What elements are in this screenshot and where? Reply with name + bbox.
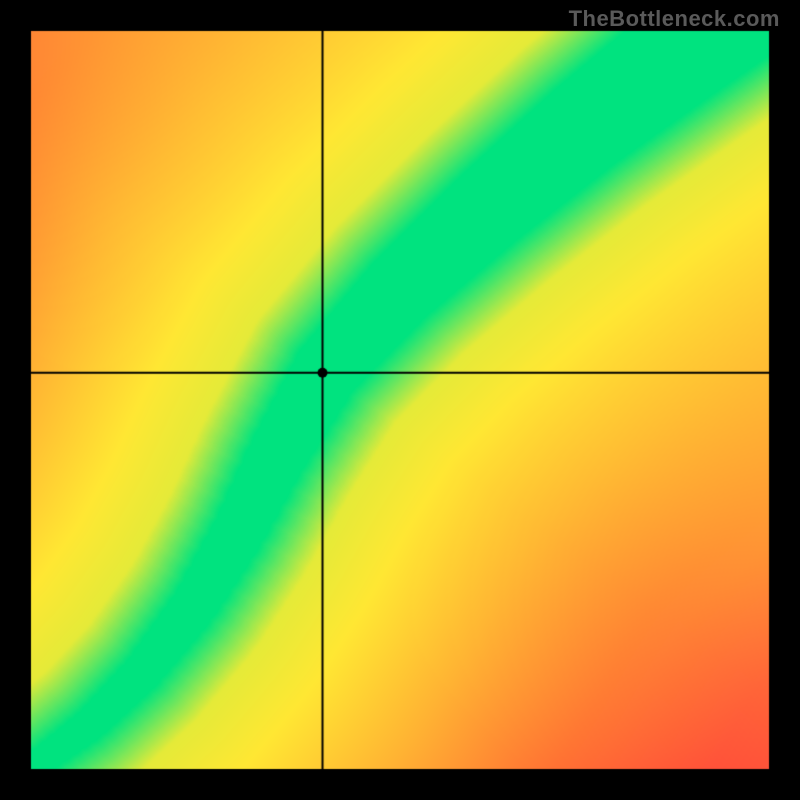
bottleneck-heatmap xyxy=(0,0,800,800)
watermark-text: TheBottleneck.com xyxy=(569,6,780,32)
